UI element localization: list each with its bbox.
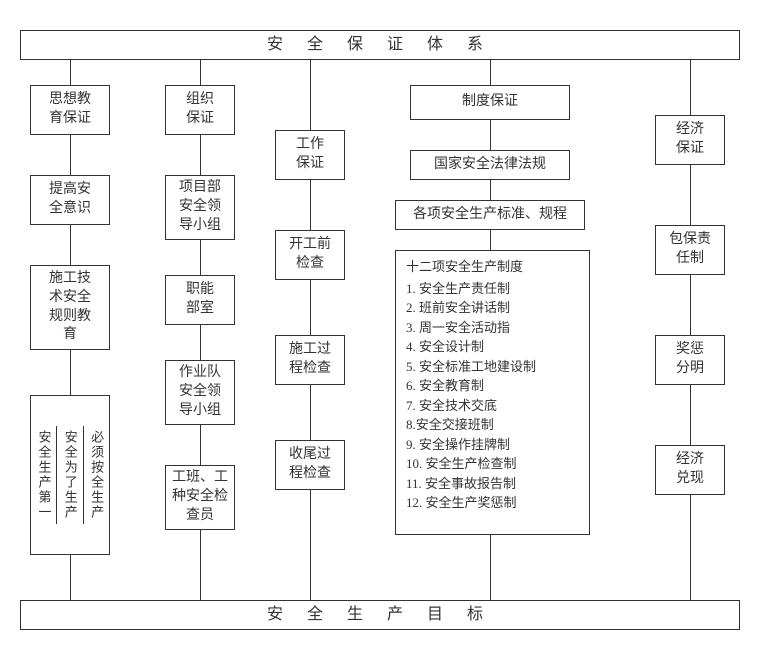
col3-b2: 施工过 程检查 <box>275 335 345 385</box>
col1-top: 思想教 育保证 <box>30 85 110 135</box>
col3-top: 工作 保证 <box>275 130 345 180</box>
col1-b1: 提高安 全意识 <box>30 175 110 225</box>
col1-triple-c: 必须按全生产 <box>84 426 109 524</box>
list-item: 6. 安全教育制 <box>406 376 484 396</box>
col1-triple-a-label: 安全生产第一 <box>35 430 53 520</box>
col5-top: 经济 保证 <box>655 115 725 165</box>
col2-b4-label: 工班、工 种安全检 查员 <box>172 469 228 526</box>
col2-b1-label: 项目部 安全领 导小组 <box>179 179 221 236</box>
header-box: 安 全 保 证 体 系 <box>20 30 740 60</box>
col4-top-label: 制度保证 <box>462 93 518 112</box>
col1-triple-b-label: 安全为了生产 <box>61 430 79 520</box>
col1-top-label: 思想教 育保证 <box>49 91 91 129</box>
col2-b4: 工班、工 种安全检 查员 <box>165 465 235 530</box>
list-item: 5. 安全标准工地建设制 <box>406 357 536 377</box>
col2-b1: 项目部 安全领 导小组 <box>165 175 235 240</box>
col5-b1: 包保责 任制 <box>655 225 725 275</box>
col1-b2-label: 施工技 术安全 规则教 育 <box>49 270 91 346</box>
header-title: 安 全 保 证 体 系 <box>267 34 493 56</box>
col5-top-label: 经济 保证 <box>676 121 704 159</box>
col1-b1-label: 提高安 全意识 <box>49 181 91 219</box>
list-item: 1. 安全生产责任制 <box>406 279 510 299</box>
col2-top-label: 组织 保证 <box>186 91 214 129</box>
col3-b1: 开工前 检查 <box>275 230 345 280</box>
list-item: 12. 安全生产奖惩制 <box>406 493 517 513</box>
col2-b2: 职能 部室 <box>165 275 235 325</box>
list-item: 4. 安全设计制 <box>406 337 484 357</box>
col2-b3-label: 作业队 安全领 导小组 <box>179 364 221 421</box>
list-item: 11. 安全事故报告制 <box>406 474 516 494</box>
col5-b3: 经济 兑现 <box>655 445 725 495</box>
col2-b2-label: 职能 部室 <box>186 281 214 319</box>
list-item: 9. 安全操作挂牌制 <box>406 435 510 455</box>
col3-b3: 收尾过 程检查 <box>275 440 345 490</box>
col2-b3: 作业队 安全领 导小组 <box>165 360 235 425</box>
list-item: 10. 安全生产检查制 <box>406 454 517 474</box>
footer-box: 安 全 生 产 目 标 <box>20 600 740 630</box>
col1-triple-b: 安全为了生产 <box>57 426 83 524</box>
col3-b2-label: 施工过 程检查 <box>289 341 331 379</box>
col5-b2: 奖惩 分明 <box>655 335 725 385</box>
col5-b3-label: 经济 兑现 <box>676 451 704 489</box>
col3-b1-label: 开工前 检查 <box>289 236 331 274</box>
col4-top: 制度保证 <box>410 85 570 120</box>
list-item: 7. 安全技术交底 <box>406 396 497 416</box>
col4-b2-label: 各项安全生产标准、规程 <box>413 206 567 225</box>
col1-triple: 安全生产第一 安全为了生产 必须按全生产 <box>30 395 110 555</box>
col3-top-label: 工作 保证 <box>296 136 324 174</box>
col2-top: 组织 保证 <box>165 85 235 135</box>
col4-list: 十二项安全生产制度 1. 安全生产责任制 2. 班前安全讲话制 3. 周一安全活… <box>395 250 590 535</box>
col1-triple-c-label: 必须按全生产 <box>88 430 106 520</box>
footer-title: 安 全 生 产 目 标 <box>267 604 493 626</box>
list-item: 3. 周一安全活动指 <box>406 318 510 338</box>
col1-triple-a: 安全生产第一 <box>31 426 57 524</box>
col3-b3-label: 收尾过 程检查 <box>289 446 331 484</box>
col4-b2: 各项安全生产标准、规程 <box>395 200 585 230</box>
list-item: 2. 班前安全讲话制 <box>406 298 510 318</box>
col4-b1-label: 国家安全法律法规 <box>434 156 546 175</box>
col1-b2: 施工技 术安全 规则教 育 <box>30 265 110 350</box>
col4-list-title: 十二项安全生产制度 <box>406 257 523 277</box>
col5-b1-label: 包保责 任制 <box>669 231 711 269</box>
col4-b1: 国家安全法律法规 <box>410 150 570 180</box>
list-item: 8.安全交接班制 <box>406 415 494 435</box>
col5-b2-label: 奖惩 分明 <box>676 341 704 379</box>
